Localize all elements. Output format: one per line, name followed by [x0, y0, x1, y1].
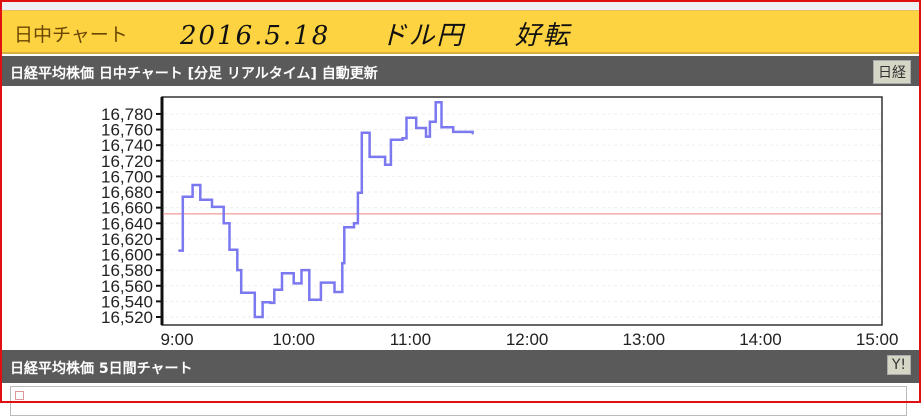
- x-tick-label: 13:00: [623, 330, 666, 349]
- price-point: [415, 126, 418, 129]
- price-point: [292, 282, 295, 285]
- fiveday-chart-header: 日経平均株価 5日間チャート Y!: [2, 350, 919, 383]
- price-point: [343, 226, 346, 229]
- header-bar: 日中チャート 2016.5.18 ドル円 好転: [2, 10, 919, 54]
- price-point: [319, 281, 322, 284]
- price-point: [341, 262, 344, 265]
- nikkei-button[interactable]: 日経: [873, 60, 911, 84]
- y-tick-label: 16,660: [101, 199, 153, 218]
- x-tick-label: 15:00: [856, 330, 899, 349]
- y-tick-label: 16,700: [101, 167, 153, 186]
- price-point: [199, 198, 202, 201]
- x-tick-label: 14:00: [739, 330, 782, 349]
- y-tick-label: 16,720: [101, 152, 153, 171]
- header-title: 日中チャート: [14, 24, 128, 46]
- price-point: [308, 298, 311, 301]
- price-point: [352, 222, 355, 225]
- price-point: [228, 248, 231, 251]
- price-point: [424, 135, 427, 138]
- y-tick-label: 16,680: [101, 183, 153, 202]
- y-tick-label: 16,600: [101, 246, 153, 265]
- price-point: [384, 163, 387, 166]
- x-tick-label: 9:00: [160, 330, 193, 349]
- price-point: [261, 301, 264, 304]
- x-tick-label: 11:00: [390, 330, 431, 349]
- price-point: [191, 184, 194, 187]
- price-point: [211, 205, 214, 208]
- price-point: [452, 130, 455, 133]
- price-point: [368, 155, 371, 158]
- price-point: [356, 191, 359, 194]
- price-point: [236, 269, 239, 272]
- y-tick-label: 16,560: [101, 277, 153, 296]
- y-tick-label: 16,620: [101, 230, 153, 249]
- intraday-chart-header: 日経平均株価 日中チャート [分足 リアルタイム] 自動更新 日経: [2, 56, 919, 86]
- price-point: [281, 272, 284, 275]
- y-tick-label: 16,640: [101, 214, 153, 233]
- price-point: [253, 316, 256, 318]
- intraday-chart: 16,52016,54016,56016,58016,60016,62016,6…: [101, 96, 899, 349]
- price-point: [389, 138, 392, 141]
- handwritten-note: 2016.5.18 ドル円 好転: [180, 21, 571, 51]
- price-point: [440, 126, 443, 129]
- price-point: [428, 120, 431, 123]
- y-tick-label: 16,760: [101, 121, 153, 140]
- price-point: [471, 132, 474, 135]
- price-point: [177, 249, 180, 252]
- y-tick-label: 16,780: [101, 105, 153, 124]
- price-point: [222, 222, 225, 225]
- y-tick-label: 16,520: [101, 308, 153, 327]
- price-point: [360, 131, 363, 134]
- x-tick-label: 12:00: [506, 330, 549, 349]
- price-point: [269, 301, 272, 304]
- price-point: [401, 137, 404, 140]
- price-point: [405, 116, 408, 119]
- price-point: [181, 195, 184, 198]
- price-point: [273, 288, 276, 291]
- price-line: [178, 100, 474, 319]
- y-tick-label: 16,580: [101, 261, 153, 280]
- price-point: [240, 291, 243, 294]
- broken-image-icon: [15, 391, 24, 400]
- y-tick-label: 16,540: [101, 292, 153, 311]
- price-point: [434, 101, 437, 104]
- plot-area: [161, 96, 883, 326]
- price-point: [300, 269, 303, 272]
- top-strip: [2, 2, 919, 10]
- x-tick-label: 10:00: [272, 330, 315, 349]
- fiveday-chart-area: [10, 386, 907, 416]
- price-point: [333, 291, 336, 294]
- fiveday-chart-title: 日経平均株価 5日間チャート: [10, 361, 193, 377]
- yahoo-button[interactable]: Y!: [886, 355, 911, 375]
- intraday-chart-title: 日経平均株価 日中チャート [分足 リアルタイム] 自動更新: [10, 66, 378, 82]
- y-tick-label: 16,740: [101, 136, 153, 155]
